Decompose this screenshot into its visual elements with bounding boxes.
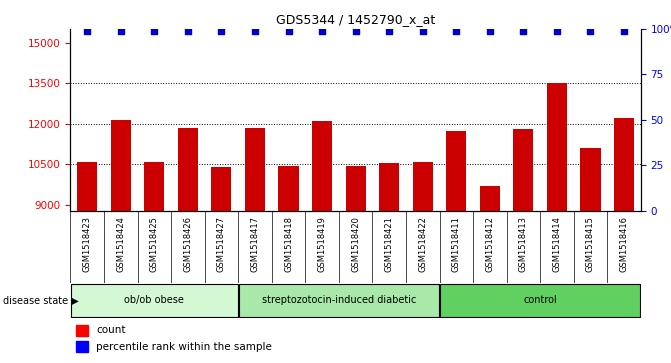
Text: disease state ▶: disease state ▶	[3, 295, 79, 305]
Bar	[76, 325, 87, 336]
Text: GSM1518426: GSM1518426	[183, 216, 193, 272]
Text: GSM1518427: GSM1518427	[217, 216, 226, 272]
Point	[585, 28, 596, 34]
Bar	[614, 118, 634, 363]
Title: GDS5344 / 1452790_x_at: GDS5344 / 1452790_x_at	[276, 13, 435, 26]
Text: ob/ob obese: ob/ob obese	[124, 295, 185, 305]
Bar	[580, 148, 601, 363]
Text: GSM1518424: GSM1518424	[116, 216, 125, 272]
Bar	[245, 128, 265, 363]
Bar	[346, 166, 366, 363]
Text: GSM1518414: GSM1518414	[552, 216, 562, 272]
Bar	[178, 128, 198, 363]
Point	[149, 28, 160, 34]
Text: control: control	[523, 295, 557, 305]
Text: GSM1518417: GSM1518417	[250, 216, 260, 272]
Bar	[278, 166, 299, 363]
Point	[115, 28, 126, 34]
Point	[417, 28, 428, 34]
Point	[518, 28, 529, 34]
Point	[283, 28, 294, 34]
Bar	[379, 163, 399, 363]
Bar	[211, 167, 231, 363]
Bar	[513, 129, 533, 363]
Text: GSM1518416: GSM1518416	[619, 216, 629, 272]
Point	[619, 28, 629, 34]
FancyBboxPatch shape	[239, 284, 439, 317]
Point	[183, 28, 193, 34]
Text: GSM1518420: GSM1518420	[351, 216, 360, 272]
Text: GSM1518423: GSM1518423	[83, 216, 92, 272]
Text: GSM1518411: GSM1518411	[452, 216, 461, 272]
Text: GSM1518419: GSM1518419	[317, 216, 327, 272]
Bar	[144, 162, 164, 363]
Bar	[312, 121, 332, 363]
Bar	[77, 162, 97, 363]
Text: GSM1518418: GSM1518418	[284, 216, 293, 272]
Point	[317, 28, 327, 34]
FancyBboxPatch shape	[440, 284, 640, 317]
Bar	[76, 341, 87, 352]
Text: GSM1518425: GSM1518425	[150, 216, 159, 272]
Point	[384, 28, 395, 34]
Point	[216, 28, 227, 34]
Point	[350, 28, 361, 34]
Bar	[446, 131, 466, 363]
Text: GSM1518422: GSM1518422	[418, 216, 427, 272]
Point	[451, 28, 462, 34]
Text: percentile rank within the sample: percentile rank within the sample	[96, 342, 272, 352]
Text: GSM1518415: GSM1518415	[586, 216, 595, 272]
Text: streptozotocin-induced diabetic: streptozotocin-induced diabetic	[262, 295, 416, 305]
Point	[484, 28, 495, 34]
Point	[250, 28, 260, 34]
Bar	[547, 83, 567, 363]
Bar	[480, 186, 500, 363]
FancyBboxPatch shape	[71, 284, 238, 317]
Point	[82, 28, 93, 34]
Text: GSM1518413: GSM1518413	[519, 216, 528, 272]
Text: GSM1518421: GSM1518421	[384, 216, 394, 272]
Bar	[111, 120, 131, 363]
Bar	[413, 162, 433, 363]
Text: GSM1518412: GSM1518412	[485, 216, 495, 272]
Point	[552, 28, 562, 34]
Text: count: count	[96, 325, 125, 335]
